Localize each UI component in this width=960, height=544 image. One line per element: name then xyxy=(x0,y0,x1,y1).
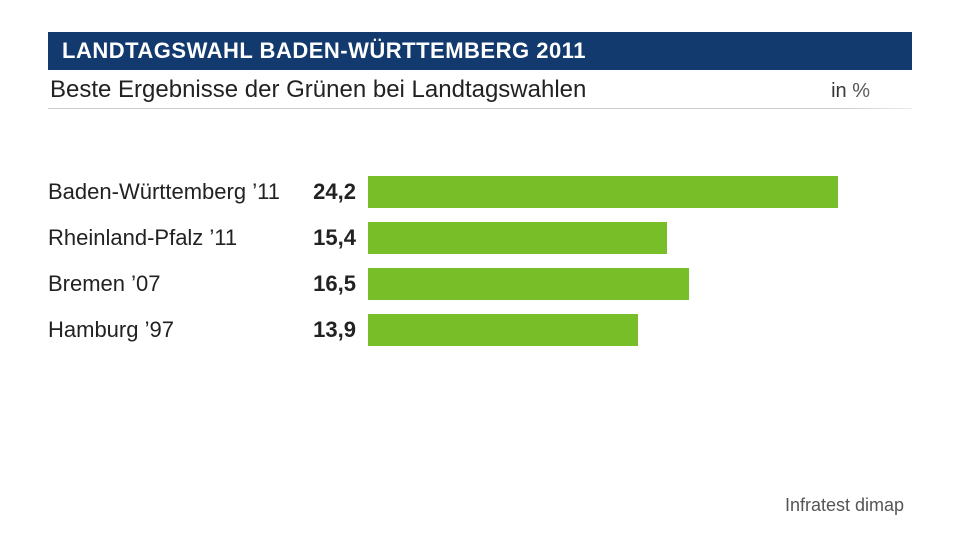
chart-subtitle: Beste Ergebnisse der Grünen bei Landtags… xyxy=(50,76,586,104)
chart-row: Hamburg ’97 13,9 xyxy=(48,311,912,349)
row-value: 24,2 xyxy=(308,179,368,205)
source-label: Infratest dimap xyxy=(785,495,904,516)
bar-container xyxy=(368,268,912,300)
row-label: Hamburg ’97 xyxy=(48,317,308,343)
header-title: LANDTAGSWAHL BADEN-WÜRTTEMBERG 2011 xyxy=(62,38,586,63)
bar xyxy=(368,268,689,300)
bar xyxy=(368,222,667,254)
bar-container xyxy=(368,314,912,346)
chart-row: Baden-Württemberg ’11 24,2 xyxy=(48,173,912,211)
page-header: LANDTAGSWAHL BADEN-WÜRTTEMBERG 2011 xyxy=(48,32,912,70)
chart-row: Rheinland-Pfalz ’11 15,4 xyxy=(48,219,912,257)
row-value: 16,5 xyxy=(308,271,368,297)
chart-area: Baden-Württemberg ’11 24,2 Rheinland-Pfa… xyxy=(48,173,912,349)
bar xyxy=(368,314,638,346)
chart-row: Bremen ’07 16,5 xyxy=(48,265,912,303)
unit-label: in % xyxy=(831,80,910,103)
bar xyxy=(368,176,838,208)
bar-container xyxy=(368,176,912,208)
row-value: 13,9 xyxy=(308,317,368,343)
subtitle-row: Beste Ergebnisse der Grünen bei Landtags… xyxy=(48,70,912,109)
chart-container: LANDTAGSWAHL BADEN-WÜRTTEMBERG 2011 Best… xyxy=(0,0,960,544)
row-label: Baden-Württemberg ’11 xyxy=(48,179,308,205)
row-label: Bremen ’07 xyxy=(48,271,308,297)
row-value: 15,4 xyxy=(308,225,368,251)
bar-container xyxy=(368,222,912,254)
row-label: Rheinland-Pfalz ’11 xyxy=(48,225,308,251)
